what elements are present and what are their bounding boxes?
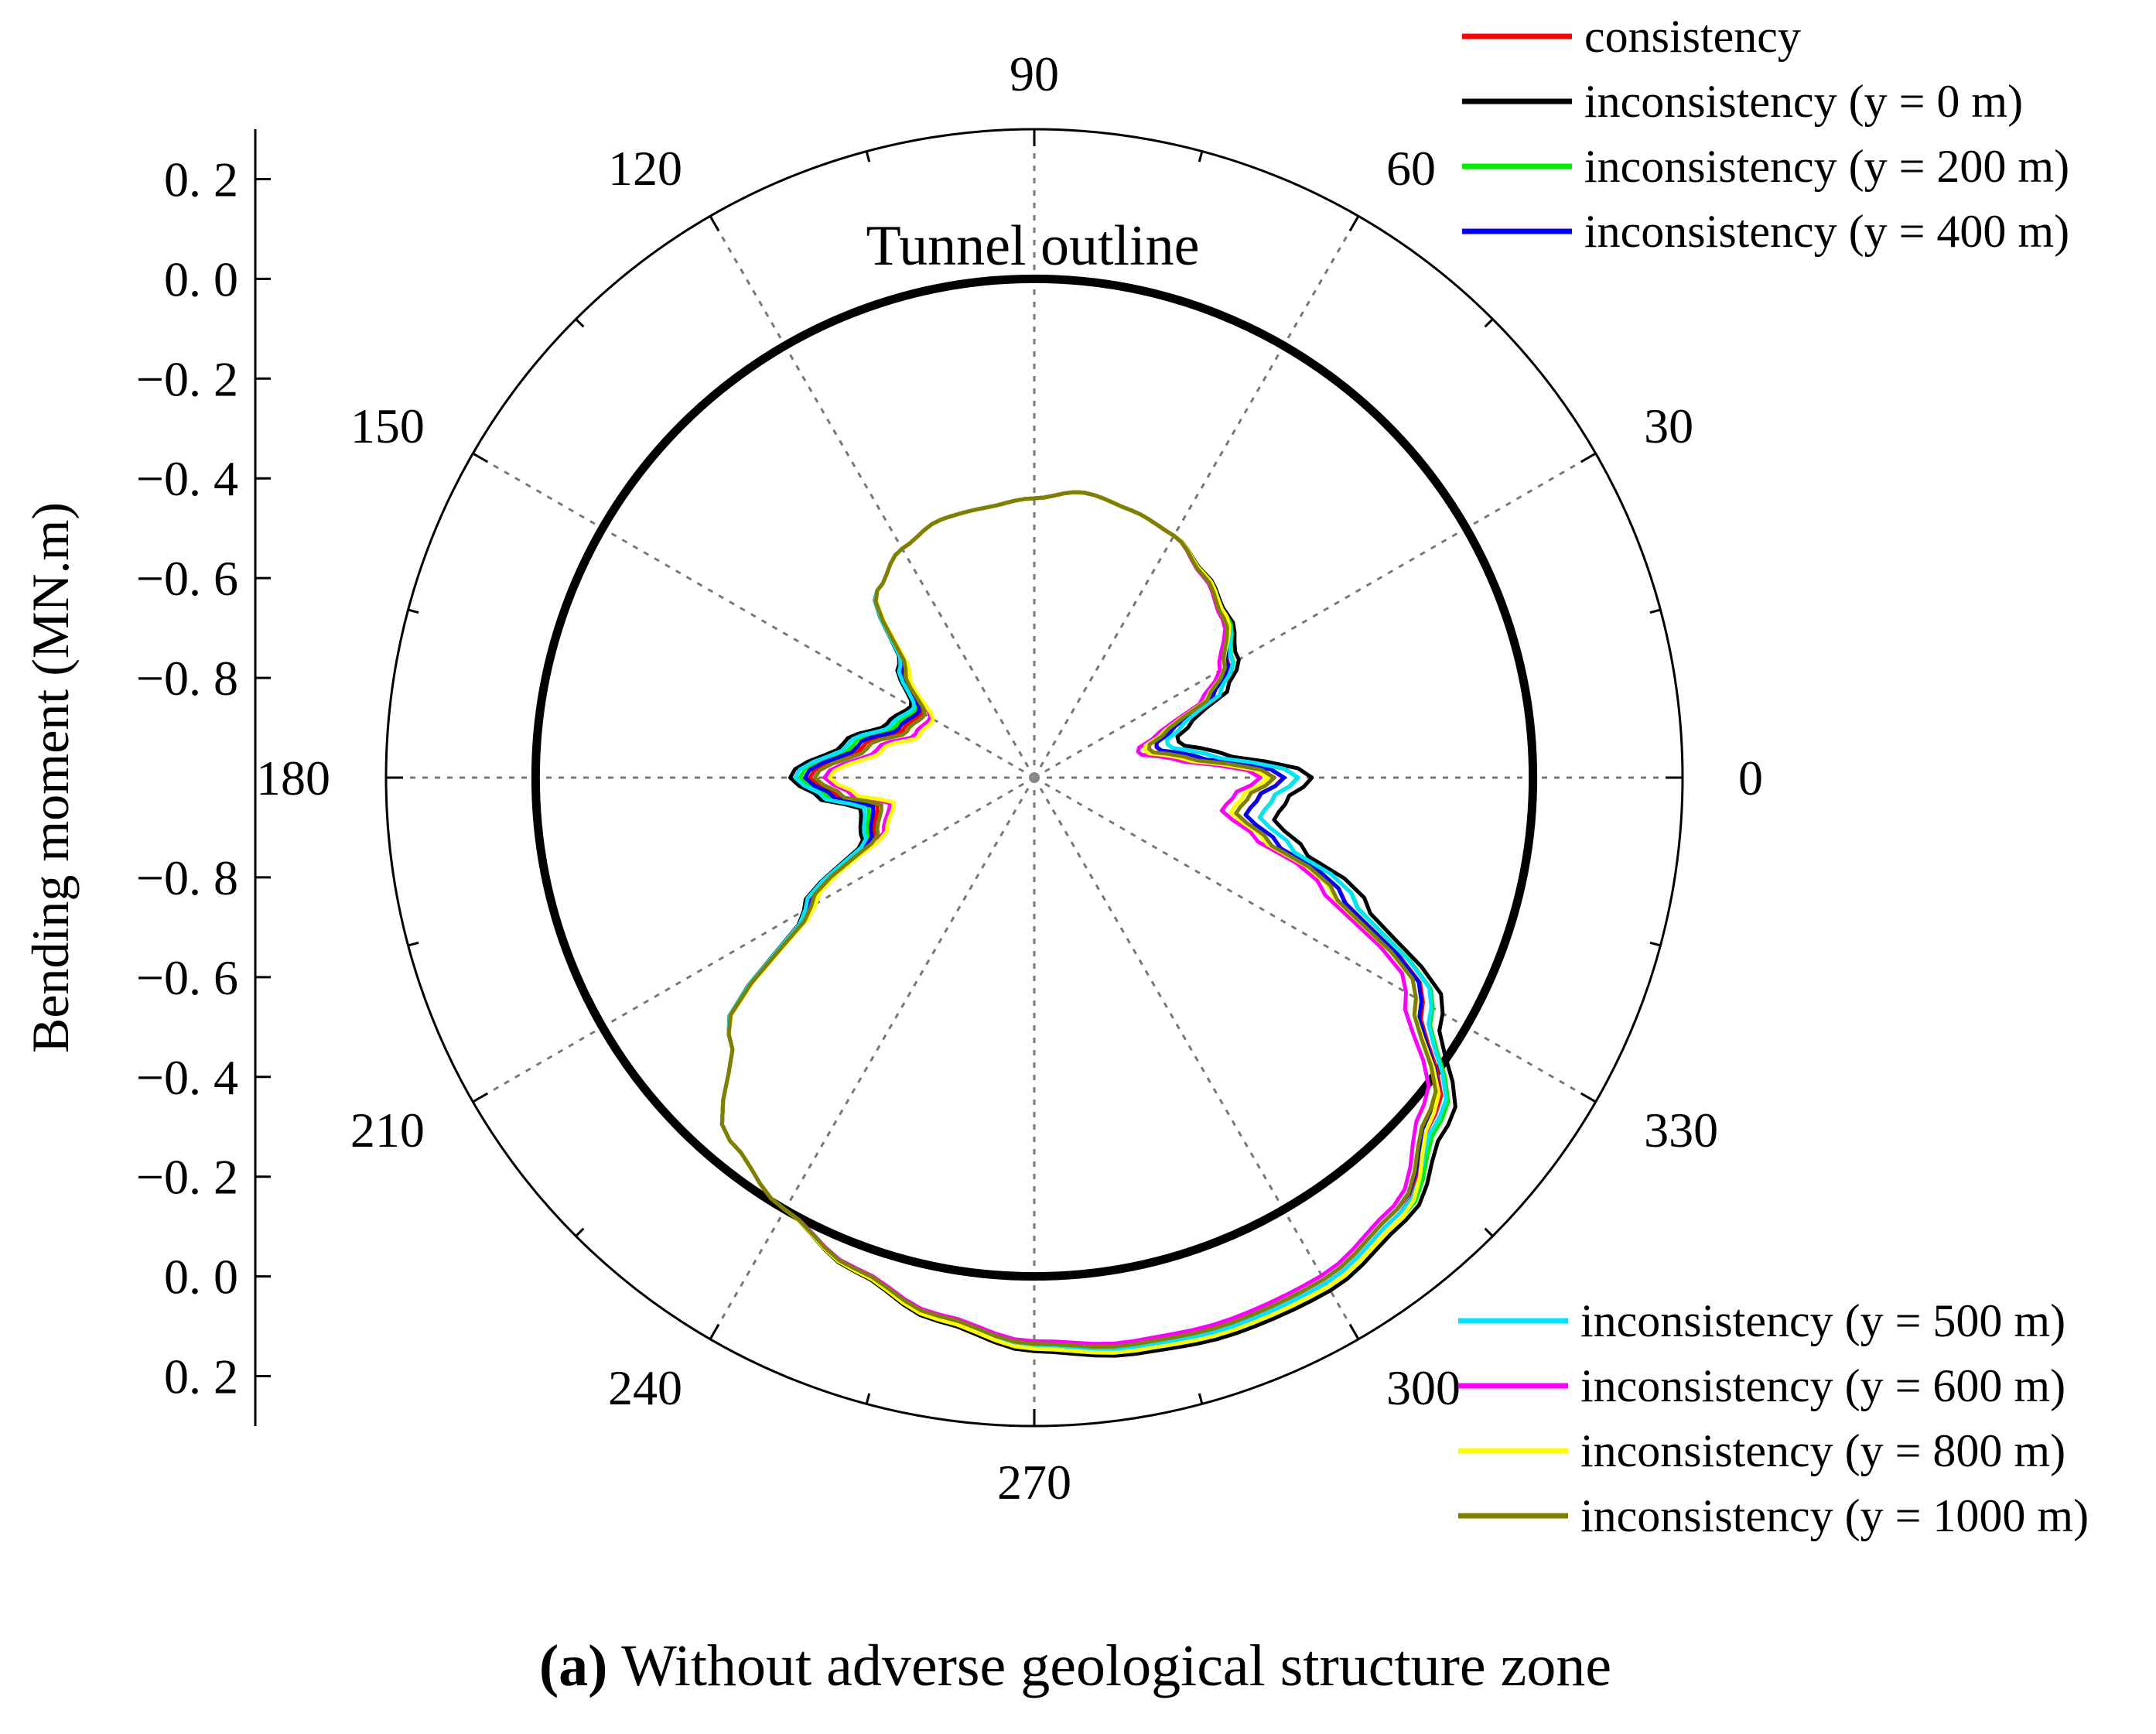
legend-label: inconsistency (y = 0 m) (1584, 76, 2023, 127)
angle-tick-15 (1649, 608, 1661, 614)
angle-tick-60 (1348, 215, 1360, 232)
radial-tick-label: 0. 2 (164, 152, 238, 207)
radial-tick-label: −0. 6 (136, 551, 238, 606)
radial-tick-label: 0. 0 (164, 251, 238, 306)
radial-tick-label: −0. 8 (136, 850, 238, 905)
angle-tick-225 (575, 1227, 585, 1237)
legend-label: inconsistency (y = 500 m) (1580, 1295, 2065, 1346)
angle-tick-315 (1484, 1227, 1494, 1237)
angle-tick-300 (1348, 1323, 1360, 1340)
angle-label-150: 150 (350, 398, 425, 453)
series-line-2 (719, 490, 1450, 1355)
angle-tick-105 (865, 151, 871, 162)
angle-tick-75 (1198, 151, 1204, 162)
angle-tick-135 (575, 318, 585, 328)
radial-tick-label: −0. 8 (136, 651, 238, 706)
angle-tick-30 (1580, 452, 1597, 463)
radial-tick-label: −0. 2 (136, 351, 238, 406)
angle-label-60: 60 (1386, 141, 1436, 196)
angle-label-300: 300 (1386, 1360, 1461, 1415)
angle-tick-45 (1484, 318, 1494, 328)
angle-tick-330 (1580, 1092, 1597, 1103)
polar-center (1030, 773, 1039, 782)
radial-tick-label: −0. 2 (136, 1150, 238, 1205)
legend-label: inconsistency (y = 400 m) (1584, 206, 2069, 257)
angular-tick-labels: 0 30 60 90 120 150 180 210 240 270 300 330 (256, 46, 1763, 1510)
angle-label-270: 270 (997, 1455, 1071, 1510)
angle-label-120: 120 (608, 141, 682, 196)
angle-label-330: 330 (1644, 1103, 1718, 1158)
angle-tick-285 (1198, 1393, 1204, 1404)
spoke-60 (1033, 215, 1360, 778)
legend-bottom: inconsistency (y = 500 m) inconsistency (… (1458, 1295, 2089, 1541)
angle-tick-255 (865, 1393, 871, 1404)
spoke-150 (472, 452, 1035, 779)
angle-label-0: 0 (1738, 751, 1763, 805)
spoke-240 (709, 777, 1036, 1340)
angle-tick-120 (709, 215, 720, 232)
polar-grid (384, 128, 1684, 1428)
legend-label: inconsistency (y = 600 m) (1580, 1360, 2065, 1411)
tunnel-outline (531, 274, 1538, 1281)
spoke-300 (1033, 777, 1360, 1340)
angle-tick-210 (472, 1092, 489, 1103)
caption-text: Without adverse geological structure zon… (607, 1633, 1611, 1698)
y-axis-title: Bending moment (MN.m) (21, 502, 80, 1053)
spoke-330 (1034, 776, 1597, 1103)
radial-tick-label: 0. 2 (164, 1349, 238, 1404)
legend-label: inconsistency (y = 1000 m) (1580, 1490, 2089, 1541)
series-line-0 (719, 490, 1444, 1352)
tunnel-outline-label: Tunnel outline (866, 214, 1199, 278)
radial-tick-label: −0. 4 (136, 451, 238, 506)
legend-label: inconsistency (y = 800 m) (1580, 1425, 2065, 1476)
tunnel-outline-layer (531, 274, 1538, 1281)
angle-tick-195 (408, 941, 419, 947)
legend-top: consistency inconsistency (y = 0 m) incons… (1462, 11, 2069, 257)
series-line-6 (719, 490, 1441, 1355)
angle-label-180: 180 (256, 751, 330, 805)
angle-tick-150 (472, 452, 489, 463)
legend-label: consistency (1584, 11, 1801, 62)
angle-tick-240 (709, 1323, 720, 1340)
angle-label-90: 90 (1010, 46, 1059, 101)
radial-axis: 0. 2 0. 0 −0. 2 −0. 4 −0. 6 −0. 8 −0. 8 −0. 6 −0… (136, 129, 271, 1426)
angle-label-210: 210 (350, 1103, 425, 1158)
radial-tick-label: −0. 4 (136, 1050, 238, 1105)
angle-label-240: 240 (608, 1360, 682, 1415)
angle-tick-345 (1649, 941, 1661, 947)
figure-caption: (a) Without adverse geological structure… (539, 1633, 1611, 1698)
radial-tick-label: −0. 6 (136, 950, 238, 1005)
series-line-7 (719, 490, 1438, 1349)
series-line-5 (719, 490, 1431, 1346)
legend-label: inconsistency (y = 200 m) (1584, 141, 2069, 192)
caption-label: (a) (539, 1633, 608, 1698)
series-line-1 (719, 490, 1457, 1358)
spoke-210 (472, 776, 1035, 1103)
angle-label-30: 30 (1644, 398, 1693, 453)
radial-tick-label: 0. 0 (164, 1250, 238, 1305)
angle-tick-165 (408, 608, 419, 614)
series-line-3 (719, 490, 1441, 1349)
series-line-4 (719, 490, 1448, 1352)
series-layer (719, 490, 1457, 1358)
spoke-30 (1034, 452, 1597, 779)
spoke-120 (709, 215, 1036, 778)
